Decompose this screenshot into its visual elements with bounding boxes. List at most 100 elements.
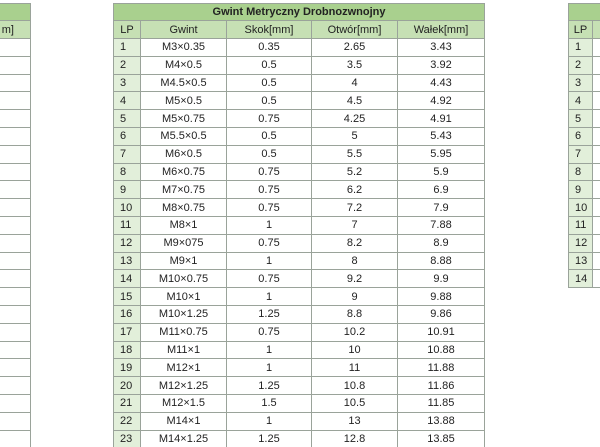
table-cell [592,55,600,75]
table-cell: 7 [311,216,398,235]
table-cell: 8.8 [311,305,398,324]
table-cell [0,358,31,378]
table-cell: M4×0.5 [140,55,227,75]
table-cell: 0.75 [226,109,312,128]
table-cell: M14×1 [140,411,227,431]
table-cell: M9×1 [140,251,227,271]
table-cell [592,180,600,200]
title-cell [0,3,31,21]
row-number: 20 [113,376,141,395]
row-number: 17 [113,322,141,342]
table-cell: 1.25 [226,429,312,447]
table-cell [592,216,600,235]
row-number: 9 [113,180,141,200]
row-number: 2 [568,55,593,75]
header-cell: LP [568,20,593,39]
table-cell: 7.2 [311,198,398,217]
table-cell: M12×1.25 [140,376,227,395]
table-cell: 0.75 [226,233,312,253]
row-number: 4 [568,91,593,111]
table-cell [592,144,600,164]
table-cell: 11 [311,358,398,378]
table-cell: 4 [311,73,398,93]
table-cell: 4.92 [397,91,485,111]
row-number: 10 [113,198,141,217]
table-cell [0,269,31,289]
table-cell [0,305,31,324]
row-number: 13 [113,251,141,271]
table-cell: 5.43 [397,127,485,146]
table-cell: M5×0.5 [140,91,227,111]
table-cell: 10 [311,340,398,360]
table-cell: 5.95 [397,144,485,164]
table-cell: M10×1 [140,287,227,306]
table-cell [592,198,600,217]
table-cell [592,162,600,182]
table-cell: 13.85 [397,429,485,447]
table-cell: 10.2 [311,322,398,342]
row-number: 5 [568,109,593,128]
table-cell: 0.5 [226,73,312,93]
table-cell: 10.88 [397,340,485,360]
table-cell [592,109,600,128]
row-number: 16 [113,305,141,324]
table-cell: 1.5 [226,394,312,413]
table-cell: M11×1 [140,340,227,360]
table-cell: 4.43 [397,73,485,93]
table-cell: 0.75 [226,198,312,217]
row-number: 18 [113,340,141,360]
table-cell: 1 [226,340,312,360]
table-cell [592,251,600,271]
row-number: 6 [113,127,141,146]
table-cell [0,287,31,306]
table-cell: M8×1 [140,216,227,235]
table-cell [592,127,600,146]
row-number: 9 [568,180,593,200]
table-cell: M9×075 [140,233,227,253]
table-cell: 0.75 [226,322,312,342]
table-cell: 13 [311,411,398,431]
row-number: 10 [568,198,593,217]
table-cell [0,198,31,217]
row-number: 23 [113,429,141,447]
table-cell [0,180,31,200]
table-cell [0,411,31,431]
table-cell: 5.5 [311,144,398,164]
table-cell: 1 [226,287,312,306]
header-cell [592,20,600,39]
table-cell [0,109,31,128]
table-cell: M7×0.75 [140,180,227,200]
table-cell: 2.65 [311,38,398,57]
table-cell: 3.5 [311,55,398,75]
table-cell: M6×0.5 [140,144,227,164]
table-cell: 11.86 [397,376,485,395]
row-number: 11 [568,216,593,235]
row-number: 11 [113,216,141,235]
table-cell: M12×1.5 [140,394,227,413]
table-cell: 3.92 [397,55,485,75]
table-cell: 0.5 [226,127,312,146]
table-cell: 5.9 [397,162,485,182]
header-cell: Skok[mm] [226,20,312,39]
row-number: 7 [113,144,141,164]
row-number: 12 [113,233,141,253]
row-number: 19 [113,358,141,378]
table-cell: 10.8 [311,376,398,395]
table-cell: 7.88 [397,216,485,235]
table-cell: M10×1.25 [140,305,227,324]
table-cell: M6×0.75 [140,162,227,182]
table-cell: 1.25 [226,376,312,395]
table-cell [0,251,31,271]
row-number: 22 [113,411,141,431]
table-cell [0,340,31,360]
table-cell [592,233,600,253]
row-number: 21 [113,394,141,413]
table-cell: 3.43 [397,38,485,57]
table-cell: 10.91 [397,322,485,342]
table-cell [592,91,600,111]
row-number: 15 [113,287,141,306]
table-cell [0,322,31,342]
table-cell [0,216,31,235]
table-cell [592,38,600,57]
